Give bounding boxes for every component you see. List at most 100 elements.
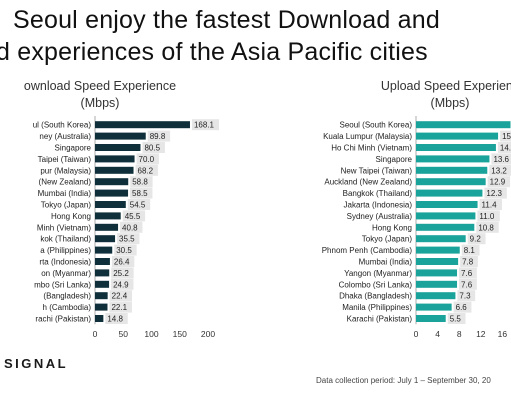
download-category-label: a (Philippines) (40, 246, 91, 255)
download-value-label-box (130, 176, 153, 188)
upload-value-label: 7.3 (459, 292, 471, 301)
upload-category-label: Sydney (Australia) (347, 212, 413, 221)
download-value-label-box (109, 290, 133, 302)
upload-value-label-box (497, 142, 511, 153)
download-bar (95, 223, 119, 231)
upload-value-label: 9.2 (470, 235, 482, 244)
download-bar (95, 315, 104, 322)
download-category-label: Hong Kong (51, 212, 91, 221)
upload-bar (416, 121, 511, 129)
download-bar (95, 246, 113, 254)
download-bar (95, 189, 129, 197)
upload-category-label: Colombo (Sri Lanka) (339, 280, 413, 289)
download-value-label-box (109, 301, 132, 313)
upload-value-label: 11.0 (479, 212, 495, 221)
download-value-label: 58.5 (132, 189, 148, 198)
upload-value-label: 12.3 (486, 189, 502, 198)
download-bar (95, 269, 110, 277)
download-category-label: Mumbai (India) (38, 189, 92, 198)
upload-value-label: 15.2 (502, 132, 511, 141)
download-tick-label: 200 (201, 329, 215, 339)
download-category-label: rachi (Pakistan) (35, 315, 91, 324)
upload-category-label: Singapore (376, 155, 413, 164)
download-chart-title-line-2: (Mbps) (80, 96, 120, 110)
upload-bar (416, 178, 486, 186)
upload-bar (416, 303, 452, 311)
upload-value-label-box (459, 278, 477, 290)
download-category-label: mbo (Sri Lanka) (34, 280, 91, 289)
download-value-label-box (136, 153, 159, 165)
upload-tick-label: 4 (435, 329, 440, 339)
download-tick-label: 50 (119, 329, 129, 339)
upload-bar (416, 212, 476, 220)
download-value-label: 22.4 (112, 292, 128, 301)
upload-bar (416, 269, 458, 277)
download-value-label-box (117, 233, 140, 245)
data-collection-footnote: Data collection period: July 1 – Septemb… (316, 376, 491, 385)
upload-bar (416, 235, 466, 243)
download-value-label-box (127, 199, 151, 210)
download-value-label: 168.1 (194, 121, 215, 130)
upload-value-label-box (476, 221, 499, 233)
download-chart-title: ownload Speed Experience (Mbps) (0, 78, 240, 112)
upload-value-label-box (453, 301, 472, 313)
download-value-label: 40.8 (122, 223, 138, 232)
download-value-label: 30.5 (116, 246, 132, 255)
download-category-label: Minh (Vietnam) (37, 223, 91, 232)
upload-value-label-box (479, 199, 502, 210)
upload-category-label: Hong Kong (372, 223, 412, 232)
upload-category-label: Seoul (South Korea) (340, 121, 413, 130)
upload-tick-label: 16 (498, 329, 508, 339)
upload-bar (416, 201, 478, 208)
download-value-label: 89.8 (150, 132, 166, 141)
upload-chart-title-line-1: Upload Speed Experienc (380, 79, 511, 93)
upload-value-label: 14.8 (500, 144, 511, 153)
download-bar (95, 212, 121, 220)
download-value-label-box (147, 130, 171, 142)
download-bar (95, 178, 129, 186)
download-value-label-box (105, 313, 128, 324)
download-value-label: 26.4 (114, 258, 130, 267)
upload-value-label: 6.6 (456, 303, 468, 312)
upload-category-label: Tokyo (Japan) (362, 235, 413, 244)
download-category-label: rta (Indonesia) (39, 258, 91, 267)
download-value-label-box (111, 256, 135, 267)
download-value-label: 35.5 (119, 235, 135, 244)
upload-category-label: Bangkok (Thailand) (343, 189, 413, 198)
upload-bar (416, 155, 490, 163)
download-value-label: 22.1 (111, 303, 127, 312)
download-value-label-box (122, 210, 146, 222)
download-bar (95, 235, 116, 243)
upload-value-label: 7.6 (461, 280, 473, 289)
download-category-label: ney (Australia) (39, 132, 91, 141)
upload-value-label-box (489, 164, 511, 176)
upload-bar (416, 246, 460, 254)
upload-value-label: 8.1 (464, 246, 476, 255)
upload-value-label-box (461, 244, 480, 256)
upload-value-label-box (459, 267, 477, 279)
upload-category-label: Mumbai (India) (359, 258, 413, 267)
download-chart-title-line-1: ownload Speed Experience (23, 79, 177, 93)
download-tick-label: 0 (93, 329, 98, 339)
download-value-label-box (120, 221, 143, 233)
download-category-label: kok (Thailand) (40, 235, 91, 244)
download-bar (95, 132, 146, 140)
download-value-label: 58.8 (132, 178, 148, 187)
download-value-label: 80.5 (144, 144, 160, 153)
upload-bar (416, 132, 499, 140)
upload-value-label: 11.4 (482, 201, 498, 210)
download-category-label: Taipei (Taiwan) (38, 155, 92, 164)
upload-bar (416, 166, 488, 174)
download-category-label: h (Cambodia) (43, 303, 92, 312)
download-category-label: Tokyo (Japan) (41, 201, 92, 210)
download-category-label: (New Zealand) (39, 178, 92, 187)
upload-value-label-box (487, 176, 511, 188)
download-tick-label: 150 (173, 329, 187, 339)
download-value-label: 70.0 (139, 155, 155, 164)
upload-value-label-box (457, 290, 476, 302)
upload-value-label-box (467, 233, 486, 245)
upload-tick-label: 0 (414, 329, 419, 339)
download-bar (95, 280, 110, 288)
upload-category-label: Dhaka (Bangladesh) (339, 292, 412, 301)
